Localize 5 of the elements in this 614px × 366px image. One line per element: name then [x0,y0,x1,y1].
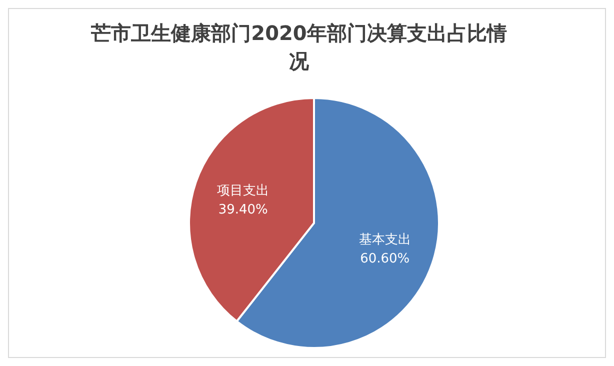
slice-label: 项目支出 [217,183,270,198]
data-label: 39.40% [218,202,268,218]
slice-label: 基本支出 [358,232,411,248]
chart-title: 芒市卫生健康部门2020年部门决算支出占比情况 [90,20,508,75]
data-label: 60.60% [360,252,410,267]
